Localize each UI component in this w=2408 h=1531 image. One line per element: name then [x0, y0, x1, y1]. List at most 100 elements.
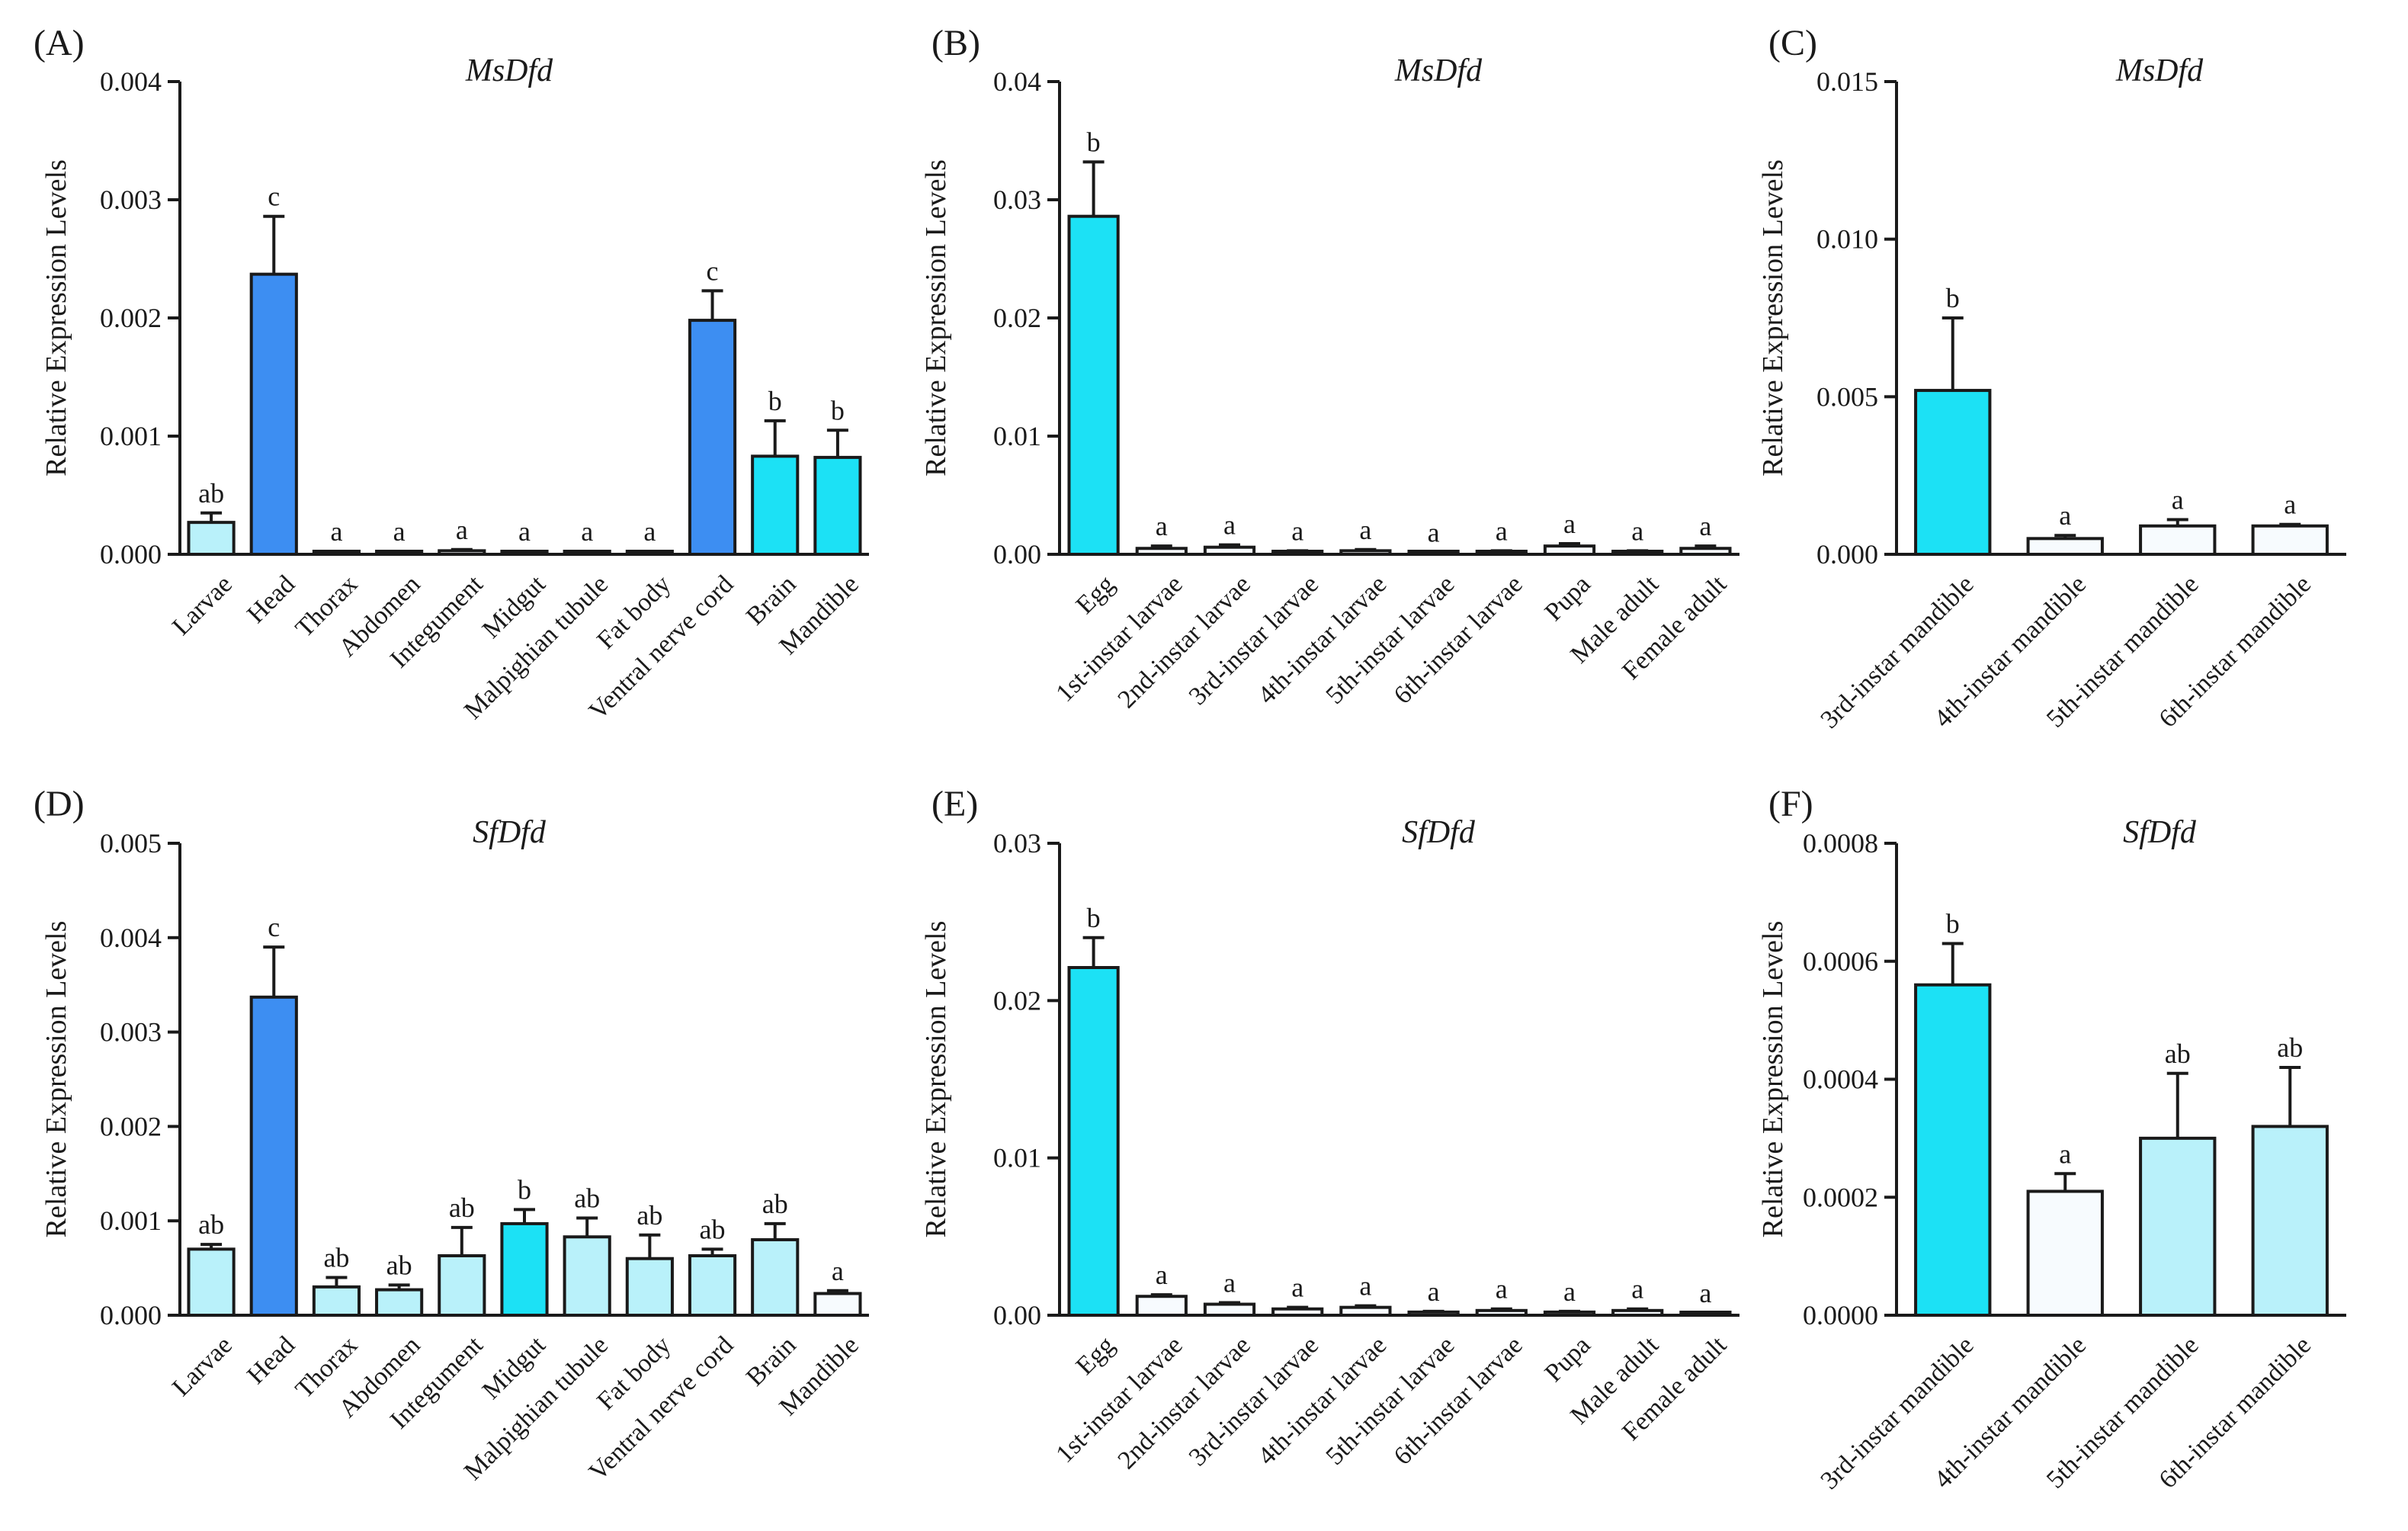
y-tick-label: 0.000 — [100, 539, 162, 570]
significance-letter: c — [268, 912, 280, 942]
y-tick-label: 0.003 — [100, 185, 162, 215]
panel-label: (B) — [931, 23, 980, 63]
x-tick-label: Pupa — [1540, 1331, 1596, 1388]
bar-6th-instar-larvae — [1475, 1308, 1528, 1318]
significance-letter: a — [1156, 511, 1168, 541]
y-tick-label: 0.01 — [993, 1143, 1041, 1173]
bar-midgut — [500, 550, 549, 556]
y-tick-label: 0.010 — [1816, 224, 1878, 255]
bar-6th-instar-mandible — [2251, 1125, 2329, 1318]
chart-panel-c: (C) MsDfd Relative Expression Levels 0.000 0… — [1757, 23, 2346, 734]
x-tick-label: Head — [242, 1331, 300, 1390]
bar-fat-body — [625, 550, 674, 556]
bar-fat-body — [625, 1257, 674, 1317]
significance-letter: a — [1428, 518, 1440, 548]
chart-panel-d: (D) SfDfd Relative Expression Levels 0.000 0… — [34, 784, 869, 1486]
chart-panel-f: (F) SfDfd Relative Expression Levels 0.0000… — [1757, 784, 2346, 1495]
significance-letter: ab — [2277, 1032, 2303, 1063]
y-tick-label: 0.002 — [100, 303, 162, 333]
bar-larvae — [187, 1247, 236, 1317]
y-axis-label: Relative Expression Levels — [920, 921, 952, 1238]
bar-5th-instar-mandible — [2139, 524, 2217, 556]
bar-abdomen — [375, 550, 424, 556]
chart-title: SfDfd — [2123, 815, 2197, 850]
y-axis-label: Relative Expression Levels — [1757, 159, 1789, 477]
significance-letter: a — [1223, 1267, 1236, 1298]
significance-letter: a — [1699, 511, 1711, 541]
bar-male-adult — [1611, 1308, 1664, 1318]
significance-letter: a — [2284, 489, 2296, 520]
significance-letter: a — [1223, 510, 1236, 541]
bar-thorax — [312, 1285, 361, 1317]
significance-letter: a — [393, 516, 406, 547]
bar-mandible — [813, 1292, 862, 1317]
bar-3rd-instar-larvae — [1271, 1307, 1324, 1318]
y-axis-label: Relative Expression Levels — [1757, 921, 1789, 1238]
y-tick-label: 0.005 — [100, 828, 162, 859]
significance-letter: a — [2172, 485, 2184, 515]
significance-letter: a — [2059, 500, 2071, 531]
bar-2nd-instar-larvae — [1203, 1302, 1256, 1317]
significance-letter: a — [832, 1256, 844, 1286]
y-tick-label: 0.0002 — [1803, 1182, 1878, 1212]
y-axis-label: Relative Expression Levels — [920, 159, 952, 477]
x-tick-label: Egg — [1071, 1331, 1121, 1381]
significance-letter: b — [1946, 283, 1960, 313]
y-tick-label: 0.01 — [993, 421, 1041, 451]
bar-head — [249, 272, 298, 556]
significance-letter: ab — [2165, 1038, 2191, 1069]
bar-3rd-instar-mandible — [1914, 983, 1992, 1317]
significance-letter: b — [1087, 127, 1101, 157]
chart-panel-e: (E) SfDfd Relative Expression Levels 0.00 0.… — [920, 784, 1739, 1475]
significance-letter: a — [1631, 515, 1643, 546]
panel-label: (D) — [34, 784, 85, 824]
y-tick-label: 0.0004 — [1803, 1064, 1878, 1095]
significance-letter: a — [2059, 1138, 2071, 1169]
bar-4th-instar-mandible — [2026, 1189, 2104, 1317]
y-tick-label: 0.004 — [100, 923, 162, 953]
bar-integument — [438, 549, 486, 556]
significance-letter: c — [707, 255, 719, 286]
x-tick-label: Head — [242, 570, 300, 629]
panel-label: (E) — [931, 784, 978, 824]
y-tick-label: 0.0006 — [1803, 946, 1878, 977]
y-tick-label: 0.00 — [993, 1300, 1041, 1330]
significance-letter: a — [1563, 1276, 1576, 1307]
significance-letter: b — [831, 395, 845, 425]
bar-6th-instar-mandible — [2251, 524, 2329, 556]
bar-4th-instar-mandible — [2026, 537, 2104, 556]
significance-letter: c — [268, 181, 280, 212]
significance-letter: a — [518, 516, 531, 547]
y-tick-label: 0.000 — [100, 1300, 162, 1330]
x-tick-label: Pupa — [1540, 570, 1596, 627]
y-tick-label: 0.03 — [993, 185, 1041, 215]
y-tick-label: 0.001 — [100, 1205, 162, 1236]
bar-ventral-nerve-cord — [688, 1254, 737, 1317]
significance-letter: a — [1156, 1260, 1168, 1290]
bar-larvae — [187, 521, 236, 557]
bar-thorax — [312, 550, 361, 556]
bar-integument — [438, 1254, 486, 1317]
significance-letter: a — [1496, 515, 1508, 546]
y-tick-label: 0.02 — [993, 985, 1041, 1016]
chart-title: MsDfd — [1394, 53, 1483, 88]
x-tick-label: Larvae — [167, 1331, 238, 1402]
significance-letter: a — [1699, 1278, 1711, 1308]
bar-5th-instar-mandible — [2139, 1136, 2217, 1317]
y-tick-label: 0.005 — [1816, 381, 1878, 412]
bar-ventral-nerve-cord — [688, 319, 737, 556]
significance-letter: a — [1563, 509, 1576, 539]
significance-letter: b — [1087, 903, 1101, 933]
bar-malpighian-tubule — [563, 550, 611, 556]
chart-title: MsDfd — [2115, 53, 2204, 88]
significance-letter: a — [456, 515, 468, 545]
y-tick-label: 0.02 — [993, 303, 1041, 333]
significance-letter: b — [768, 386, 782, 416]
x-tick-label: Egg — [1071, 570, 1121, 620]
panel-label: (C) — [1768, 23, 1817, 63]
significance-letter: ab — [323, 1242, 349, 1273]
x-tick-label: Larvae — [167, 570, 238, 641]
y-tick-label: 0.03 — [993, 828, 1041, 859]
panel-label: (F) — [1768, 784, 1813, 824]
significance-letter: a — [643, 516, 656, 547]
